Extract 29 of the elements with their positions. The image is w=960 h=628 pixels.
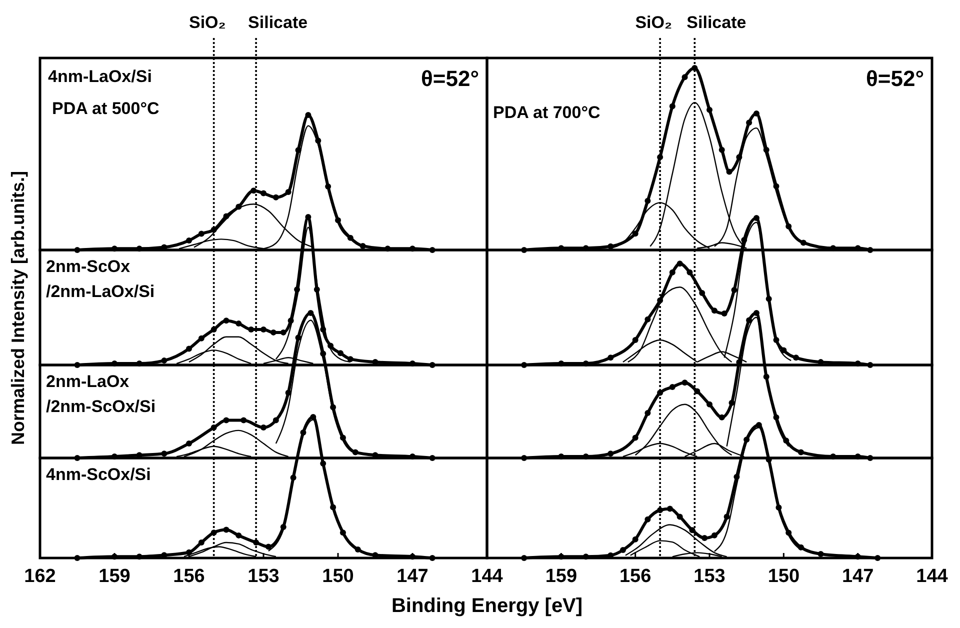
ref-line-label: SiO₂ [635,13,672,32]
x-tick-label: 156 [173,566,205,587]
y-axis-title: Normalized Intensity [arb.units.] [8,170,28,446]
annotation: 4nm-ScOx/Si [46,465,151,484]
x-tick-label: 159 [545,566,578,587]
x-tick-label: 162 [24,566,56,587]
annotation: PDA at 700°C [493,103,600,122]
x-axis-title: Binding Energy [eV] [391,595,583,617]
x-tick-label: 150 [322,566,354,587]
text: 4nm-LaOx/Si [48,67,152,86]
ref-line-label: SiO₂ [188,13,226,32]
annotation: /2nm-ScOx/Si [46,397,156,416]
ref-line-label: Silicate [248,13,308,32]
annotation: /2nm-LaOx/Si [46,282,155,301]
x-tick-label: 147 [842,566,874,587]
x-tick-label: 153 [248,566,280,587]
x-tick-label: 144 [916,566,948,587]
annotation: PDA at 500°C [52,99,160,118]
x-tick-label: 144 [471,566,504,587]
annotation: θ=52° [866,66,924,91]
x-tick-label: 156 [619,566,652,587]
x-tick-label: 153 [694,566,726,587]
annotation: 2nm-LaOx [46,372,130,391]
x-tick-label: 159 [98,566,130,587]
text: θ=52° [420,66,479,91]
ref-line-label: Silicate [686,13,746,32]
annotation: 2nm-ScOx [46,257,131,276]
x-tick-label: 147 [396,566,428,587]
x-tick-label: 150 [768,566,800,587]
